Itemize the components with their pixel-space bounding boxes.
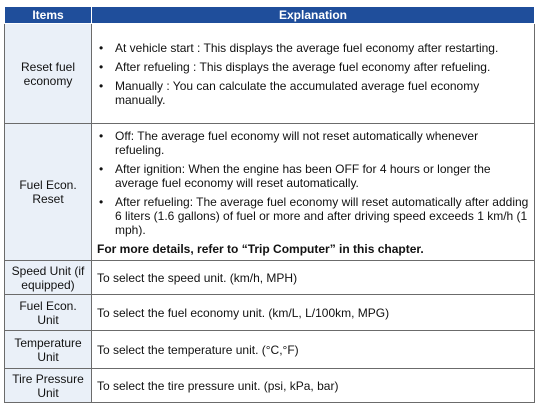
header-row: Items Explanation <box>4 6 535 24</box>
table-row: Fuel Econ. Unit To select the fuel econo… <box>4 294 535 331</box>
table-row: Tire Pressure Unit To select the tire pr… <box>4 368 535 403</box>
bullet-icon: • <box>99 78 104 93</box>
item-cell: Reset fuel economy <box>4 23 92 124</box>
item-cell: Tire Pressure Unit <box>4 368 92 403</box>
list-item: • After refueling: The average fuel econo… <box>99 194 529 237</box>
table-row: Temperature Unit To select the temperatu… <box>4 330 535 369</box>
item-cell: Speed Unit (if equipped) <box>4 260 92 295</box>
bullet-icon: • <box>99 59 104 74</box>
item-cell: Fuel Econ. Reset <box>4 123 92 261</box>
header-items: Items <box>4 6 92 24</box>
table-row: Speed Unit (if equipped) To select the s… <box>4 260 535 295</box>
explanation-cell: To select the tire pressure unit. (psi, … <box>91 368 535 403</box>
list-item: • After ignition: When the engine has bee… <box>99 161 491 190</box>
list-item: • Off: The average fuel economy will not … <box>99 128 479 157</box>
bullet-list: • Off: The average fuel economy will not … <box>97 129 530 237</box>
bullet-icon: • <box>99 194 104 209</box>
bullet-icon: • <box>99 161 104 176</box>
explanation-cell: • Off: The average fuel economy will not … <box>91 123 535 261</box>
bullet-icon: • <box>99 128 104 143</box>
list-item: • At vehicle start : This displays the av… <box>99 40 499 55</box>
explanation-cell: To select the fuel economy unit. (km/L, … <box>91 294 535 331</box>
list-item: • Manually : You can calculate the accumu… <box>99 78 480 107</box>
bullet-list: • At vehicle start : This displays the av… <box>97 41 530 107</box>
list-item: • After refueling : This displays the ave… <box>99 59 491 74</box>
header-explanation: Explanation <box>91 6 535 24</box>
item-cell: Fuel Econ. Unit <box>4 294 92 331</box>
item-cell: Temperature Unit <box>4 330 92 369</box>
settings-table: Items Explanation Reset fuel economy • At… <box>4 6 535 403</box>
explanation-cell: To select the speed unit. (km/h, MPH) <box>91 260 535 295</box>
table-row: Fuel Econ. Reset • Off: The average fuel … <box>4 123 535 261</box>
table-row: Reset fuel economy • At vehicle start : T… <box>4 23 535 124</box>
explanation-cell: To select the temperature unit. (°C,°F) <box>91 330 535 369</box>
explanation-cell: • At vehicle start : This displays the av… <box>91 23 535 124</box>
reference-note: For more details, refer to “Trip Compute… <box>97 241 424 256</box>
bullet-icon: • <box>99 40 104 55</box>
